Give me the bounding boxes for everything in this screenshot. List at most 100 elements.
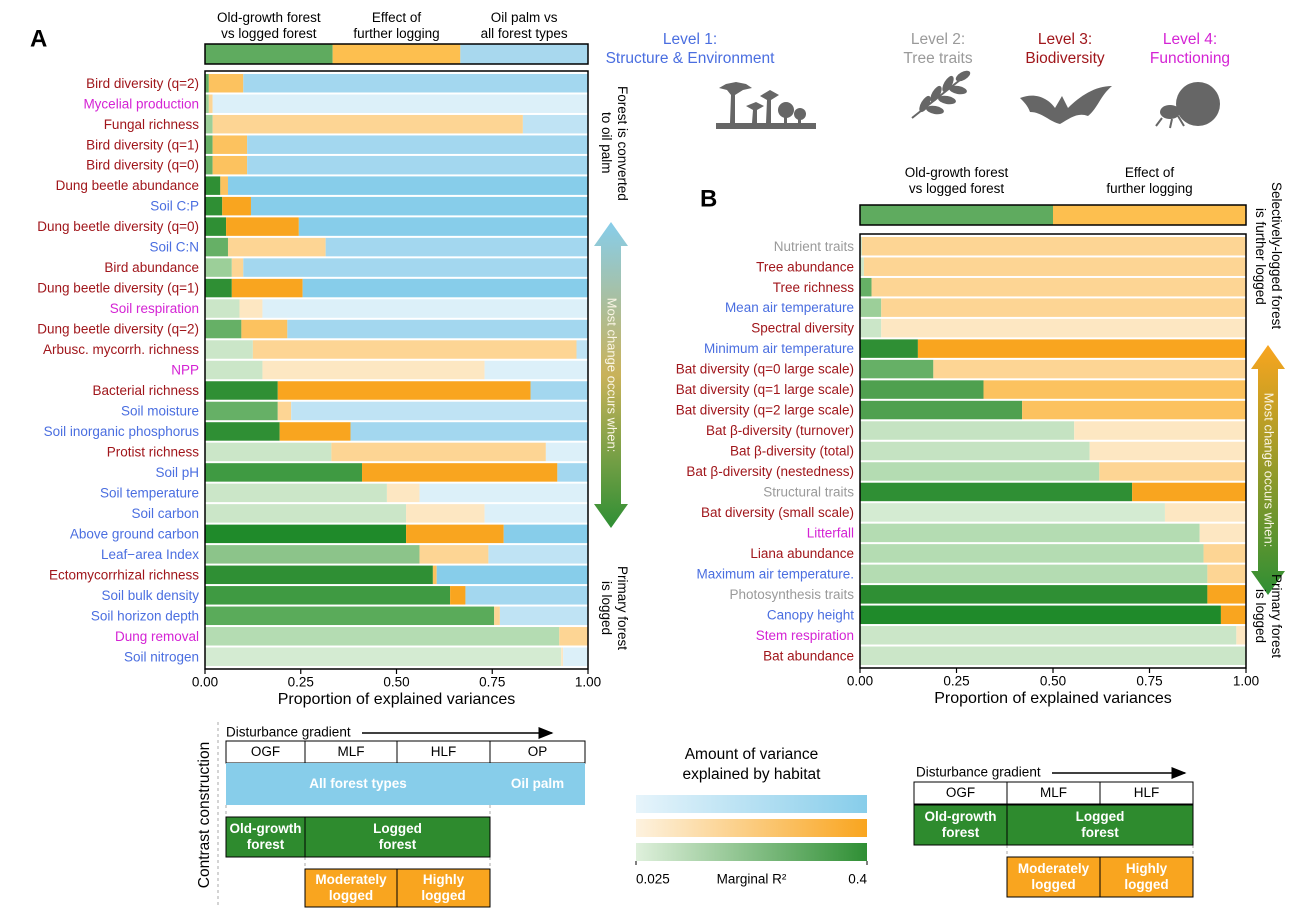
category-label: Nutrient traits bbox=[774, 239, 855, 254]
bar-segment bbox=[500, 607, 588, 625]
bar-segment bbox=[299, 217, 588, 235]
bar-segment bbox=[864, 257, 1246, 275]
bar-segment bbox=[860, 585, 1207, 603]
bar-segment bbox=[488, 545, 588, 563]
colorbar-title: Amount of variance explained by habitat bbox=[612, 745, 892, 785]
figure: Bird diversity (q=2)Mycelial productionF… bbox=[0, 0, 1302, 909]
bar-segment bbox=[226, 217, 299, 235]
bar-segment bbox=[1022, 401, 1246, 419]
bar-segment bbox=[860, 544, 1204, 562]
x-tick-label: 0.25 bbox=[943, 674, 969, 689]
category-label: Soil nitrogen bbox=[124, 649, 199, 664]
bar-segment bbox=[205, 525, 406, 543]
category-label: Bat diversity (q=0 large scale) bbox=[676, 362, 854, 377]
x-tick-label: 0.50 bbox=[1040, 674, 1066, 689]
x-tick-label: 0.75 bbox=[479, 675, 505, 690]
side-note: Selectively-logged forest is further log… bbox=[1252, 172, 1284, 340]
gradient-label: Disturbance gradient bbox=[226, 725, 351, 740]
bar-segment bbox=[523, 115, 588, 133]
contrast-box-label: All forest types bbox=[226, 763, 490, 805]
bar-segment bbox=[862, 237, 1246, 255]
x-axis-label: Proportion of explained variances bbox=[934, 690, 1171, 707]
bar-segment bbox=[205, 484, 387, 502]
bar-segment bbox=[559, 627, 588, 645]
bar-segment bbox=[205, 135, 213, 153]
bar-segment bbox=[209, 74, 243, 92]
category-label: Bird diversity (q=2) bbox=[86, 76, 199, 91]
contrast-box-label: Logged forest bbox=[305, 817, 490, 857]
side-note: Most change occurs when: bbox=[605, 298, 620, 453]
category-label: Spectral diversity bbox=[751, 321, 854, 336]
legend-label: Effect of further logging bbox=[1053, 165, 1246, 197]
category-label: Soil pH bbox=[155, 465, 199, 480]
contrast-column: HLF bbox=[1100, 782, 1193, 804]
legend-label: Effect of further logging bbox=[333, 10, 461, 42]
bar-segment bbox=[209, 94, 213, 112]
category-label: Canopy height bbox=[767, 607, 854, 622]
bar-segment bbox=[251, 197, 588, 215]
bar-segment bbox=[485, 504, 588, 522]
bar-segment bbox=[205, 402, 278, 420]
category-label: Soil temperature bbox=[100, 485, 199, 500]
bar-segment bbox=[205, 320, 241, 338]
bar-segment bbox=[504, 525, 588, 543]
bar-segment bbox=[205, 217, 226, 235]
category-label: Mycelial production bbox=[83, 96, 199, 111]
bar-segment bbox=[1132, 483, 1246, 501]
bar-segment bbox=[1165, 503, 1246, 521]
bar-segment bbox=[437, 566, 588, 584]
bar-segment bbox=[881, 319, 1246, 337]
panel-label: A bbox=[30, 25, 47, 52]
bar-segment bbox=[247, 156, 588, 174]
bar-segment bbox=[860, 380, 984, 398]
gradient-label: Disturbance gradient bbox=[916, 765, 1041, 780]
bar-segment bbox=[881, 298, 1246, 316]
bar-segment bbox=[406, 504, 485, 522]
category-label: Soil bulk density bbox=[101, 588, 199, 603]
category-label: Bat diversity (q=1 large scale) bbox=[676, 382, 854, 397]
contrast-box-label: Moderately logged bbox=[305, 869, 397, 907]
bar-segment bbox=[1074, 421, 1246, 439]
bar-segment bbox=[860, 483, 1132, 501]
x-tick-label: 0.00 bbox=[192, 675, 218, 690]
bar-segment bbox=[243, 258, 588, 276]
bar-segment bbox=[860, 626, 1236, 644]
category-label: Soil C:P bbox=[150, 199, 199, 214]
bar-segment bbox=[213, 135, 247, 153]
category-label: Dung beetle abundance bbox=[56, 178, 199, 193]
bar-segment bbox=[933, 360, 1246, 378]
legend-label: Old-growth forest vs logged forest bbox=[860, 165, 1053, 197]
bar-segment bbox=[546, 443, 588, 461]
contrast-axis-label: Contrast construction bbox=[196, 742, 213, 888]
bar-segment bbox=[205, 627, 559, 645]
bar-segment bbox=[205, 279, 232, 297]
x-tick-label: 1.00 bbox=[1233, 674, 1259, 689]
category-label: Photosynthesis traits bbox=[729, 587, 854, 602]
bar-segment bbox=[205, 504, 406, 522]
bar-segment bbox=[1221, 606, 1246, 624]
category-label: Soil respiration bbox=[110, 301, 199, 316]
bar-segment bbox=[860, 339, 918, 357]
bar-segment bbox=[419, 484, 588, 502]
category-label: Protist richness bbox=[107, 444, 200, 459]
bar-segment bbox=[450, 586, 465, 604]
x-tick-label: 0.50 bbox=[383, 675, 409, 690]
category-label: Ectomycorrhizal richness bbox=[49, 567, 199, 582]
bar-segment bbox=[205, 566, 433, 584]
category-label: Above ground carbon bbox=[70, 526, 199, 541]
bar-segment bbox=[362, 463, 557, 481]
category-label: Leaf−area Index bbox=[101, 547, 199, 562]
category-label: Bat β-diversity (total) bbox=[730, 444, 854, 459]
bar-segment bbox=[232, 258, 243, 276]
bar-segment bbox=[1236, 626, 1246, 644]
legend-swatch bbox=[333, 44, 461, 64]
bar-segment bbox=[860, 565, 1207, 583]
colorbar-tick-label: 0.4 bbox=[848, 872, 867, 887]
contrast-column: MLF bbox=[305, 741, 397, 763]
contrast-column: OGF bbox=[914, 782, 1007, 804]
bar-segment bbox=[205, 463, 362, 481]
category-label: Dung beetle diversity (q=0) bbox=[37, 219, 199, 234]
bar-segment bbox=[531, 381, 588, 399]
bar-segment bbox=[860, 503, 1165, 521]
category-label: Maximum air temperature. bbox=[696, 566, 854, 581]
